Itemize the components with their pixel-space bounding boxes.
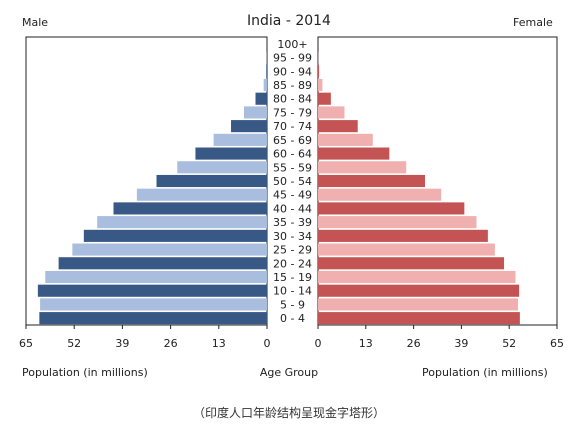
age-group-label: 55 - 59 — [273, 161, 312, 174]
male-label: Male — [22, 16, 49, 29]
male-bar-45-49 — [136, 188, 267, 201]
female-bar-60-64 — [318, 147, 390, 160]
age-group-label: 65 - 69 — [273, 134, 312, 147]
x-axis-label-left: Population (in millions) — [22, 366, 148, 379]
male-bar-50-54 — [156, 174, 267, 188]
male-bar-40-44 — [113, 202, 267, 215]
x-tick-label-left: 0 — [264, 337, 271, 350]
x-tick-label-right: 52 — [502, 337, 516, 350]
x-axis-label-right: Population (in millions) — [422, 366, 548, 379]
age-group-label: 45 - 49 — [273, 189, 312, 202]
male-bar-55-59 — [177, 161, 267, 174]
male-bar-20-24 — [58, 257, 268, 270]
female-bar-5-9 — [318, 298, 519, 311]
age-group-label: 100+ — [277, 38, 307, 51]
male-bar-65-69 — [213, 133, 267, 146]
age-group-label: 5 - 9 — [280, 298, 305, 311]
age-group-label: 20 - 24 — [273, 257, 312, 270]
male-bar-25-29 — [72, 243, 267, 256]
age-group-label: 90 - 94 — [273, 65, 312, 78]
age-group-label: 75 - 79 — [273, 106, 312, 119]
age-group-label: 50 - 54 — [273, 175, 312, 188]
age-group-label: 80 - 84 — [273, 93, 312, 106]
male-bar-90-94 — [266, 65, 267, 78]
female-bar-50-54 — [318, 174, 425, 188]
age-group-label: 85 - 89 — [273, 79, 312, 92]
female-bar-25-29 — [318, 243, 495, 256]
female-bar-10-14 — [318, 284, 520, 297]
female-bar-0-4 — [318, 312, 520, 325]
x-tick-label-right: 13 — [359, 337, 373, 350]
female-bar-85-89 — [318, 78, 323, 92]
female-bar-30-34 — [318, 229, 488, 242]
age-group-label: 15 - 19 — [273, 271, 312, 284]
chart-caption: （印度人口年龄结构呈现金字塔形） — [192, 406, 385, 420]
male-bar-75-79 — [244, 106, 267, 119]
female-bar-65-69 — [318, 133, 373, 146]
male-bar-10-14 — [37, 284, 267, 297]
chart-title: India - 2014 — [247, 13, 331, 29]
age-group-label: 25 - 29 — [273, 244, 312, 257]
x-tick-label-left: 26 — [164, 337, 178, 350]
male-bar-85-89 — [263, 78, 267, 92]
male-bar-70-74 — [231, 120, 267, 133]
female-bar-55-59 — [318, 161, 407, 174]
female-bar-20-24 — [318, 257, 505, 270]
age-group-label: 30 - 34 — [273, 230, 312, 243]
female-bar-40-44 — [318, 202, 465, 215]
x-tick-label-left: 13 — [212, 337, 226, 350]
male-bar-30-34 — [83, 229, 267, 242]
x-tick-label-right: 26 — [407, 337, 421, 350]
x-tick-label-right: 65 — [550, 337, 564, 350]
male-bar-5-9 — [40, 298, 267, 311]
x-tick-label-right: 39 — [454, 337, 468, 350]
x-tick-label-left: 39 — [115, 337, 129, 350]
male-bar-80-84 — [255, 92, 267, 105]
female-bar-80-84 — [318, 92, 331, 105]
male-bar-0-4 — [39, 312, 268, 325]
age-group-label: 40 - 44 — [273, 202, 312, 215]
female-bar-70-74 — [318, 120, 358, 133]
x-tick-label-left: 65 — [19, 337, 33, 350]
female-bar-45-49 — [318, 188, 442, 201]
age-group-label: 35 - 39 — [273, 216, 312, 229]
age-group-label: 0 - 4 — [280, 312, 305, 325]
female-bar-35-39 — [318, 216, 477, 229]
x-tick-label-right: 0 — [315, 337, 322, 350]
age-group-label: 70 - 74 — [273, 120, 312, 133]
age-group-label: 10 - 14 — [273, 285, 312, 298]
x-tick-label-left: 52 — [67, 337, 81, 350]
age-group-label: 95 - 99 — [273, 52, 312, 65]
female-bar-75-79 — [318, 106, 345, 119]
male-bar-35-39 — [97, 216, 268, 229]
x-axis-label-center: Age Group — [259, 366, 319, 379]
male-bar-60-64 — [195, 147, 267, 160]
female-bar-90-94 — [318, 65, 320, 78]
female-label: Female — [513, 16, 553, 29]
female-bar-15-19 — [318, 270, 516, 284]
age-group-label: 60 - 64 — [273, 148, 312, 161]
male-bar-15-19 — [45, 270, 267, 284]
